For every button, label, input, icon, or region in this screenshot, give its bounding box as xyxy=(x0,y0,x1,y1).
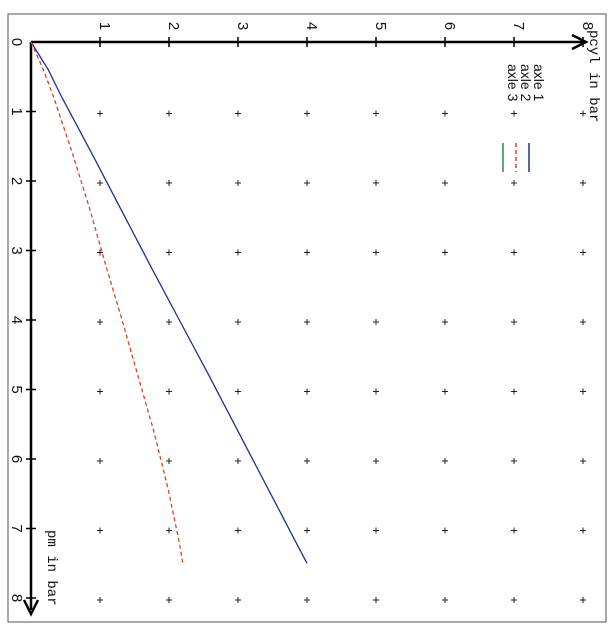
series-lines xyxy=(30,41,308,564)
grid-plus xyxy=(373,249,379,256)
grid-plus xyxy=(580,249,586,256)
x-tick-label: 6 xyxy=(8,455,25,463)
grid-plus xyxy=(580,458,586,464)
grid-plus xyxy=(97,180,103,186)
grid-plus xyxy=(235,180,241,186)
grid-plus xyxy=(442,458,448,464)
x-tick-label: 1 xyxy=(8,107,25,115)
x-tick-label: 4 xyxy=(8,316,25,324)
x-axis-title: pm in bar xyxy=(43,530,59,606)
y-tick-label: 1 xyxy=(96,22,113,30)
axes xyxy=(22,33,589,617)
grid-plus xyxy=(373,110,379,117)
grid-plus xyxy=(235,110,241,117)
y-axis-title: pcyl in bar xyxy=(585,30,601,122)
grid-plus xyxy=(580,597,586,603)
y-tick-label: 7 xyxy=(510,22,527,30)
y-tick-label: 8 xyxy=(579,22,596,30)
y-tick-label: 2 xyxy=(165,22,182,30)
grid-plus xyxy=(97,319,103,325)
grid-plus xyxy=(166,458,172,464)
legend-label: axle 1 xyxy=(531,64,547,102)
grid-plus xyxy=(97,458,103,464)
x-axis-arrow xyxy=(22,599,40,617)
grid-plus xyxy=(235,597,241,603)
grid-plus xyxy=(166,319,172,325)
grid-plus xyxy=(304,388,310,395)
grid-plus xyxy=(442,110,448,117)
grid-plus xyxy=(580,527,586,534)
grid-plus xyxy=(304,249,310,256)
x-tick-label: 3 xyxy=(8,246,25,254)
grid-plus xyxy=(166,110,172,117)
grid-plus xyxy=(373,597,379,603)
grid-plus xyxy=(166,249,172,256)
x-tick-label: 2 xyxy=(8,177,25,185)
x-tick-label: 5 xyxy=(8,385,25,393)
grid-plus xyxy=(373,388,379,395)
grid-plus xyxy=(235,388,241,395)
grid-plus xyxy=(373,458,379,464)
grid-plus xyxy=(442,180,448,186)
grid-plus xyxy=(97,110,103,117)
grid-plus xyxy=(511,597,517,603)
grid-plus xyxy=(166,388,172,395)
grid-plus xyxy=(97,249,103,256)
x-tick-label: 7 xyxy=(8,524,25,532)
grid-plus xyxy=(97,388,103,395)
grid-plus xyxy=(166,180,172,186)
grid-plus xyxy=(235,458,241,464)
legend-label: axle 2 xyxy=(518,64,534,102)
series-line xyxy=(30,41,308,564)
grid-plus xyxy=(511,527,517,534)
grid-plus xyxy=(580,388,586,395)
x-tick-label: 0 xyxy=(8,38,25,46)
chart-frame xyxy=(7,13,607,623)
grid-plus xyxy=(235,527,241,534)
grid-plus xyxy=(511,319,517,325)
grid-plus xyxy=(511,249,517,256)
tick-labels: 0 1 2 3 4 5 6 7 8 1 2 3 4 5 6 7 8 xyxy=(8,22,596,602)
grid-plus xyxy=(511,458,517,464)
y-tick-label: 4 xyxy=(303,22,320,30)
grid-plus xyxy=(442,319,448,325)
grid-plus xyxy=(373,527,379,534)
grid-plus xyxy=(373,180,379,186)
grid-plus xyxy=(511,180,517,186)
grid-plus xyxy=(235,249,241,256)
grid-plus xyxy=(442,249,448,256)
grid-plus xyxy=(580,180,586,186)
y-axis-arrow xyxy=(571,33,589,51)
legend-label: axle 3 xyxy=(505,64,521,102)
grid-plus xyxy=(580,319,586,325)
y-tick-label: 6 xyxy=(441,22,458,30)
grid-plus xyxy=(304,110,310,117)
grid-plus xyxy=(235,319,241,325)
grid-plus xyxy=(511,110,517,117)
grid-plus xyxy=(304,180,310,186)
grid-plus xyxy=(304,527,310,534)
grid-plus xyxy=(97,597,103,603)
series-line xyxy=(30,41,184,564)
grid-plus xyxy=(97,527,103,534)
grid-plus xyxy=(442,527,448,534)
x-tick-label: 8 xyxy=(8,594,25,602)
grid-plus xyxy=(442,597,448,603)
grid-plus xyxy=(373,319,379,325)
grid-plus xyxy=(166,597,172,603)
y-tick-label: 3 xyxy=(234,22,251,30)
grid-plus xyxy=(304,319,310,325)
grid-plus xyxy=(511,388,517,395)
y-tick-label: 5 xyxy=(372,22,389,30)
grid-plus xyxy=(304,597,310,603)
grid-plus xyxy=(166,527,172,534)
grid-plus xyxy=(304,458,310,464)
grid-markers xyxy=(97,110,586,603)
grid-plus xyxy=(442,388,448,395)
grid-plus xyxy=(580,110,586,117)
